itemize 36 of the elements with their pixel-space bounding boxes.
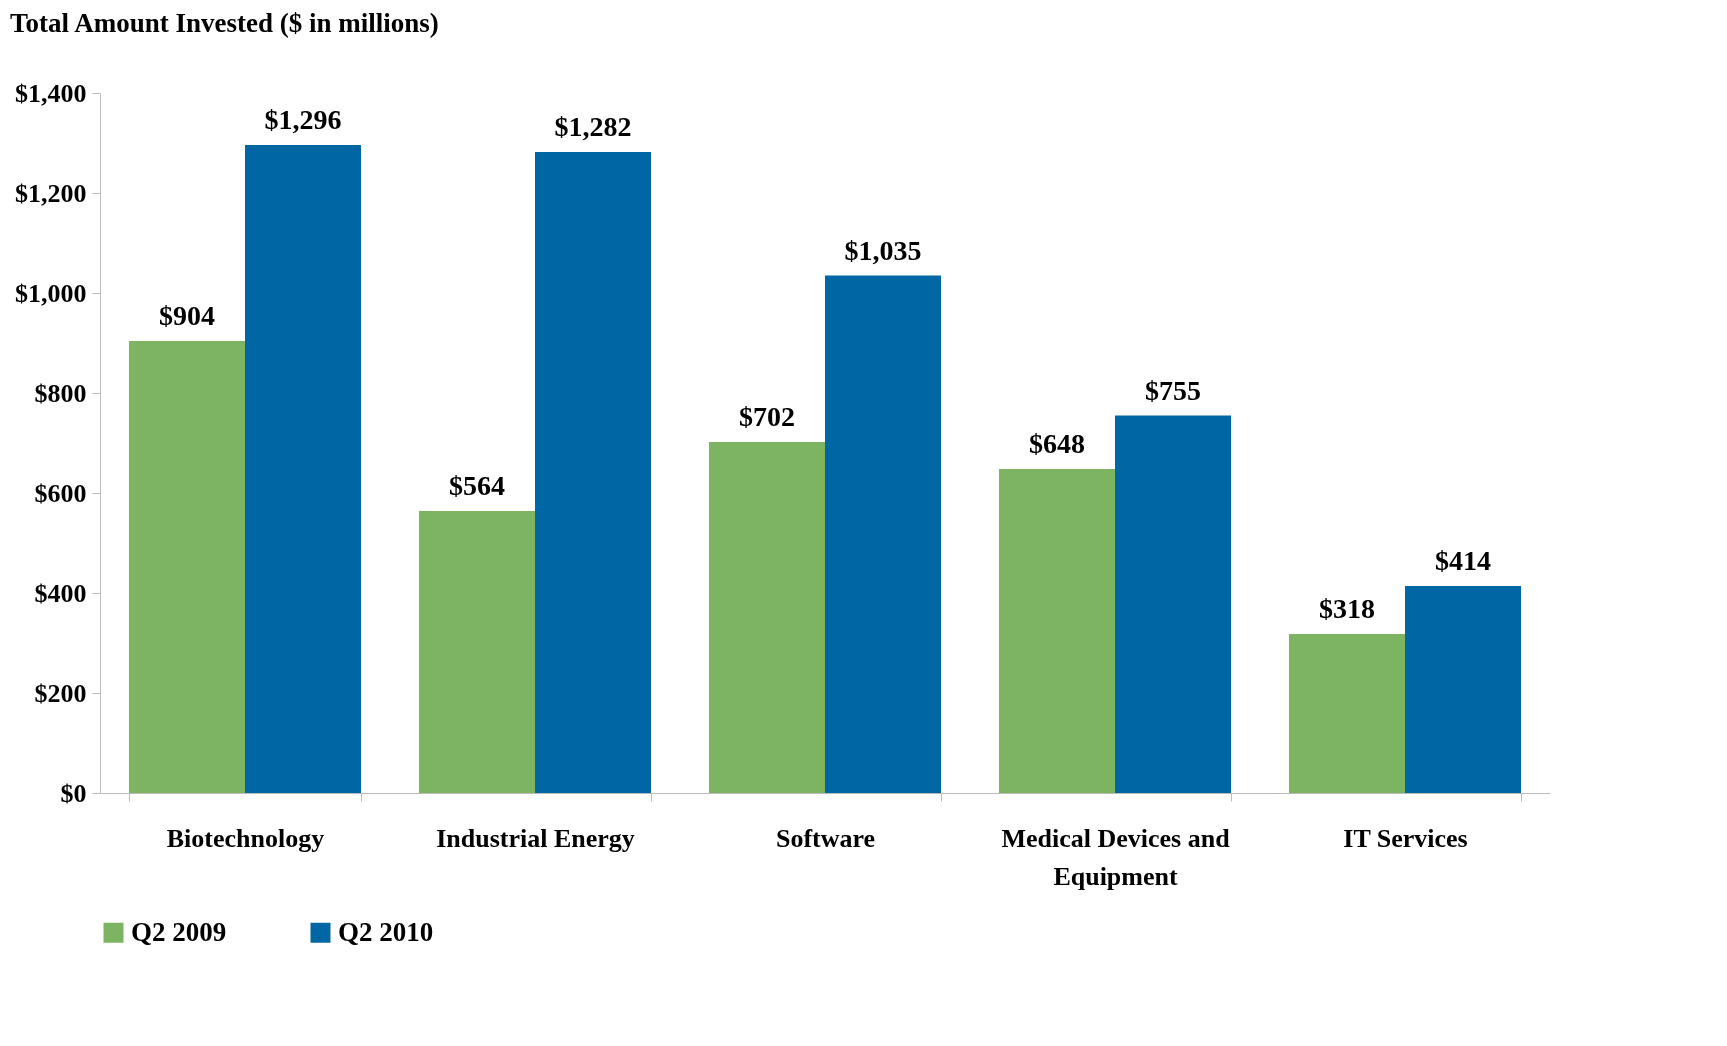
data-label: $1,282 — [554, 111, 632, 142]
y-tick-label: $200 — [34, 678, 87, 708]
data-label: $414 — [1435, 545, 1491, 576]
data-label: $904 — [159, 300, 215, 331]
bar — [709, 442, 825, 793]
data-label: $702 — [739, 401, 795, 432]
x-tick-label: Industrial Energy — [436, 823, 635, 853]
y-tick-label: $600 — [34, 478, 87, 508]
bar — [825, 275, 941, 793]
data-label: $564 — [449, 470, 505, 501]
y-tick-label: $800 — [34, 378, 87, 408]
bar — [1115, 415, 1231, 793]
x-tick-label: Biotechnology — [166, 823, 325, 853]
y-tick-label: $400 — [34, 578, 87, 608]
bar — [129, 341, 245, 793]
bar — [1405, 586, 1521, 793]
y-tick-label: $1,200 — [15, 178, 87, 208]
bar — [999, 469, 1115, 793]
data-label: $755 — [1145, 374, 1201, 406]
data-label: $1,296 — [264, 104, 342, 135]
bar — [245, 145, 361, 793]
x-tick-label: Software — [775, 823, 876, 853]
y-tick-label: $1,000 — [15, 278, 87, 308]
bar — [419, 511, 535, 793]
x-tick-label: Medical Devices and Equipment — [1001, 823, 1231, 891]
data-label: $318 — [1319, 593, 1375, 624]
legend-label: Q2 2009 — [131, 916, 227, 947]
legend-label: Q2 2010 — [338, 916, 434, 947]
y-tick-label: $1,400 — [15, 78, 87, 108]
data-label: $1,035 — [844, 234, 922, 266]
bar — [1289, 634, 1405, 793]
y-tick-label: $0 — [60, 778, 87, 808]
bar — [535, 152, 651, 793]
chart-title: Total Amount Invested ($ in millions) — [10, 8, 439, 38]
data-label: $648 — [1029, 428, 1085, 459]
x-tick-label: IT Services — [1343, 823, 1468, 853]
